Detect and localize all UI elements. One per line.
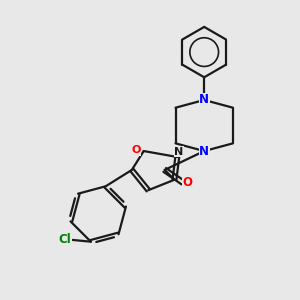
Text: O: O [182, 176, 192, 189]
Text: N: N [199, 94, 209, 106]
Text: Cl: Cl [58, 233, 71, 246]
Text: O: O [131, 145, 141, 155]
Text: N: N [174, 147, 184, 157]
Text: N: N [199, 145, 209, 158]
